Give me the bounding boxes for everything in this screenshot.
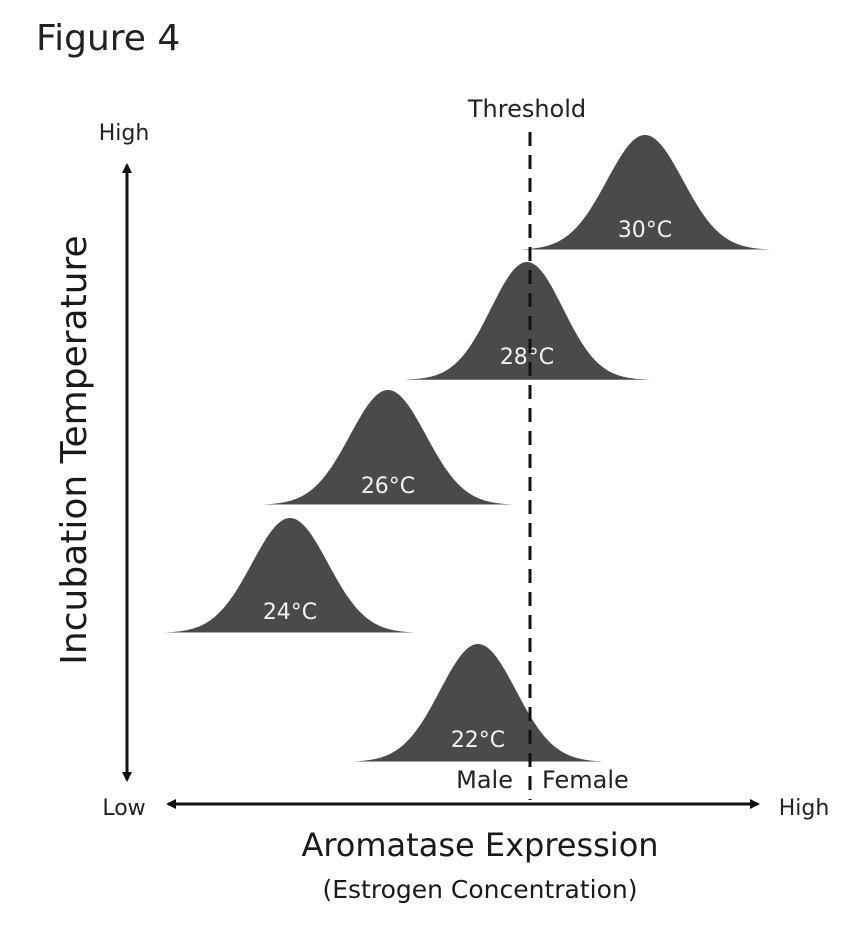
temperature-label: 28°C bbox=[500, 345, 554, 370]
distribution-curve bbox=[165, 518, 415, 633]
distribution-curve bbox=[263, 390, 513, 505]
figure-title: Figure 4 bbox=[36, 18, 181, 59]
female-label: Female bbox=[542, 766, 629, 794]
x-axis-sublabel: (Estrogen Concentration) bbox=[322, 875, 637, 904]
temperature-label: 30°C bbox=[618, 218, 672, 243]
x-axis-high-label: High bbox=[779, 796, 830, 821]
distribution-curves: 30°C 28°C 26°C 24°C 22°C bbox=[165, 135, 770, 762]
temperature-label: 22°C bbox=[451, 728, 505, 753]
male-label: Male bbox=[456, 766, 513, 794]
threshold-label: Threshold bbox=[467, 95, 586, 123]
distribution-curve bbox=[402, 262, 652, 380]
distribution-curve bbox=[520, 135, 770, 250]
x-axis-label: Aromatase Expression bbox=[301, 826, 658, 864]
y-axis-high-label: High bbox=[99, 121, 150, 146]
x-axis-low-label: Low bbox=[102, 796, 145, 821]
temperature-label: 24°C bbox=[263, 600, 317, 625]
distribution-curve bbox=[353, 644, 603, 762]
temperature-label: 26°C bbox=[361, 474, 415, 499]
y-axis-label: Incubation Temperature bbox=[54, 235, 95, 664]
